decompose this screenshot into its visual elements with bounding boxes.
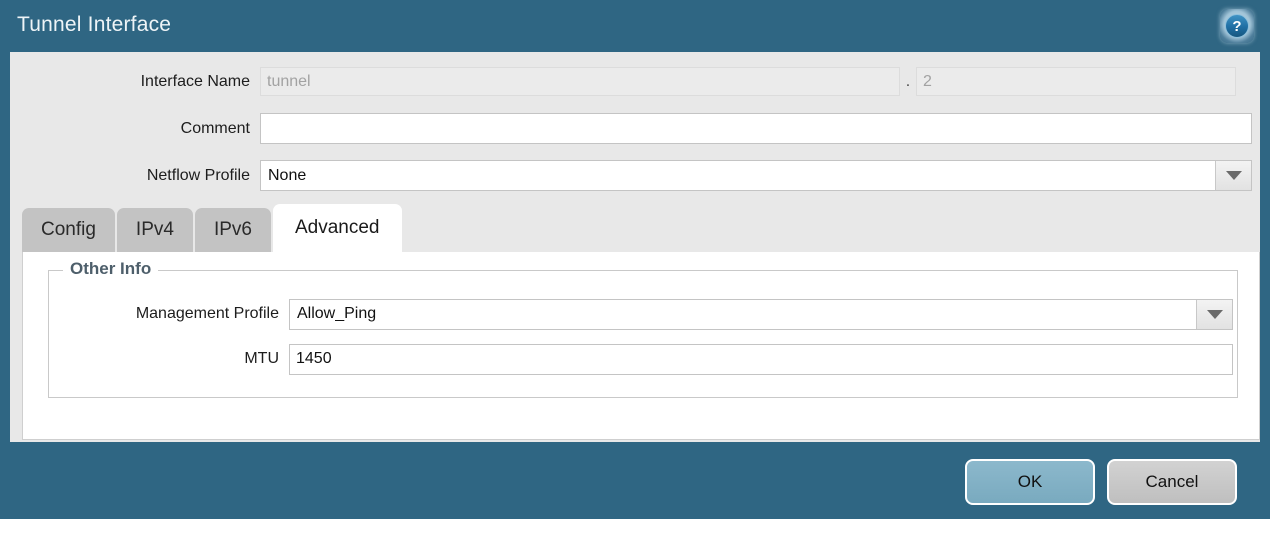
help-question-icon[interactable]: ? [1220,9,1254,43]
row-mtu: MTU [49,340,1237,378]
chevron-down-icon[interactable] [1215,161,1251,190]
comment-label: Comment [180,119,250,137]
tab-advanced[interactable]: Advanced [272,204,402,252]
netflow-profile-label: Netflow Profile [146,166,250,184]
tabstrip: Config IPv4 IPv6 Advanced [22,204,404,252]
caret-shape [1206,309,1223,319]
tab-ipv4[interactable]: IPv4 [116,208,193,252]
help-glyph: ? [1225,14,1249,38]
cancel-button[interactable]: Cancel [1107,459,1237,505]
chevron-down-icon[interactable] [1196,299,1232,329]
tab-ipv6[interactable]: IPv6 [194,208,271,252]
interface-name-separator: . [905,72,911,90]
dialog-body: Interface Name . Comment Netflow Profile… [10,52,1260,442]
dialog-frame: Tunnel Interface ? Interface Name . Comm… [0,0,1270,519]
top-form: Interface Name . Comment Netflow Profile… [10,52,1260,195]
management-profile-select[interactable]: Allow_Ping [289,298,1233,330]
row-netflow-profile: Netflow Profile None [10,156,1260,195]
interface-name-suffix-input[interactable] [916,67,1236,96]
dialog-footer: OK Cancel [0,447,1270,519]
dialog-titlebar: Tunnel Interface ? [0,0,1270,52]
mtu-label: MTU [244,350,279,367]
ok-button[interactable]: OK [965,459,1095,505]
caret-shape [1225,171,1242,180]
management-profile-value: Allow_Ping [297,305,377,322]
other-info-legend: Other Info [63,259,159,279]
mtu-input[interactable] [289,343,1233,375]
row-comment: Comment [10,109,1260,148]
tab-container: Config IPv4 IPv6 Advanced Other Info Man… [22,204,1260,442]
dialog-title: Tunnel Interface [17,13,172,36]
tab-config[interactable]: Config [22,208,115,252]
row-management-profile: Management Profile Allow_Ping [49,295,1237,333]
footer-button-group: OK Cancel [965,459,1237,505]
netflow-profile-value: None [268,166,307,184]
management-profile-label: Management Profile [135,305,279,322]
comment-input[interactable] [260,113,1252,144]
interface-name-label: Interface Name [140,72,250,90]
other-info-fieldset: Other Info Management Profile Allow_Ping [48,259,1238,398]
row-interface-name: Interface Name . [10,62,1260,101]
interface-name-prefix-input[interactable] [260,67,900,96]
tab-panel-advanced: Other Info Management Profile Allow_Ping [22,252,1260,440]
netflow-profile-select[interactable]: None [260,160,1252,191]
bottom-edge [0,519,1270,533]
